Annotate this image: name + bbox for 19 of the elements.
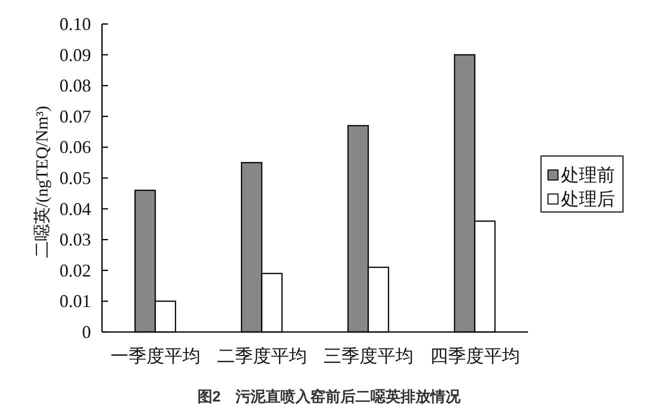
y-tick-label: 0.09 [60,44,91,65]
y-tick-label: 0 [82,322,91,342]
y-tick-label: 0.08 [60,76,91,96]
text: 图2 污泥直喷入窑前后二噁英排放情况 [197,388,462,406]
x-tick-label: 一季度平均 [110,346,200,366]
y-tick-label: 0.04 [60,198,91,219]
y-tick-label: 0.06 [60,137,91,158]
x-tick-label: 三季度平均 [323,346,414,366]
x-tick-label: 四季度平均 [430,346,520,366]
x-tick-label: 二季度平均 [216,346,307,366]
y-tick-label: 0.03 [60,230,91,250]
legend-label: 处理前 [561,165,615,185]
y-tick-label: 0.02 [60,260,91,280]
y-tick-label: 0.10 [60,14,91,34]
y-axis-title: 二噁英/(ngTEQ/Nm³) [32,106,52,258]
y-tick-label: 0.07 [60,106,91,126]
legend-label: 处理后 [561,189,615,209]
y-tick-label: 0.01 [60,291,91,312]
y-tick-label: 0.05 [60,168,91,188]
